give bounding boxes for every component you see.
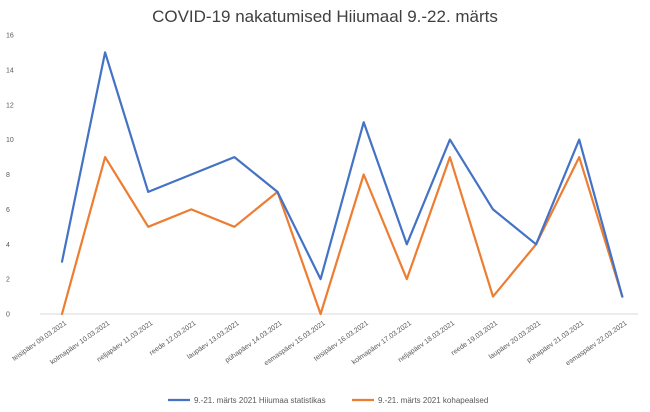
y-tick-label: 0: [6, 312, 10, 319]
y-tick-label: 10: [6, 137, 14, 144]
legend: 9.-21. märts 2021 Hiiumaa statistikas 9.-…: [168, 396, 488, 405]
series-line: [60, 51, 624, 298]
chart-title: COVID-19 nakatumised Hiiumaal 9.-22. mär…: [152, 7, 498, 26]
legend-label: 9.-21. märts 2021 Hiiumaa statistikas: [194, 396, 326, 405]
y-tick-label: 14: [6, 67, 14, 74]
series-line: [60, 156, 624, 316]
y-tick-label: 12: [6, 102, 14, 109]
series-lines: [60, 51, 624, 316]
y-tick-label: 8: [6, 172, 10, 179]
y-tick-label: 2: [6, 277, 10, 284]
y-tick-label: 4: [6, 242, 10, 249]
y-tick-label: 6: [6, 207, 10, 214]
legend-label: 9.-21. märts 2021 kohapealsed: [378, 396, 488, 405]
y-tick-label: 16: [6, 33, 14, 40]
